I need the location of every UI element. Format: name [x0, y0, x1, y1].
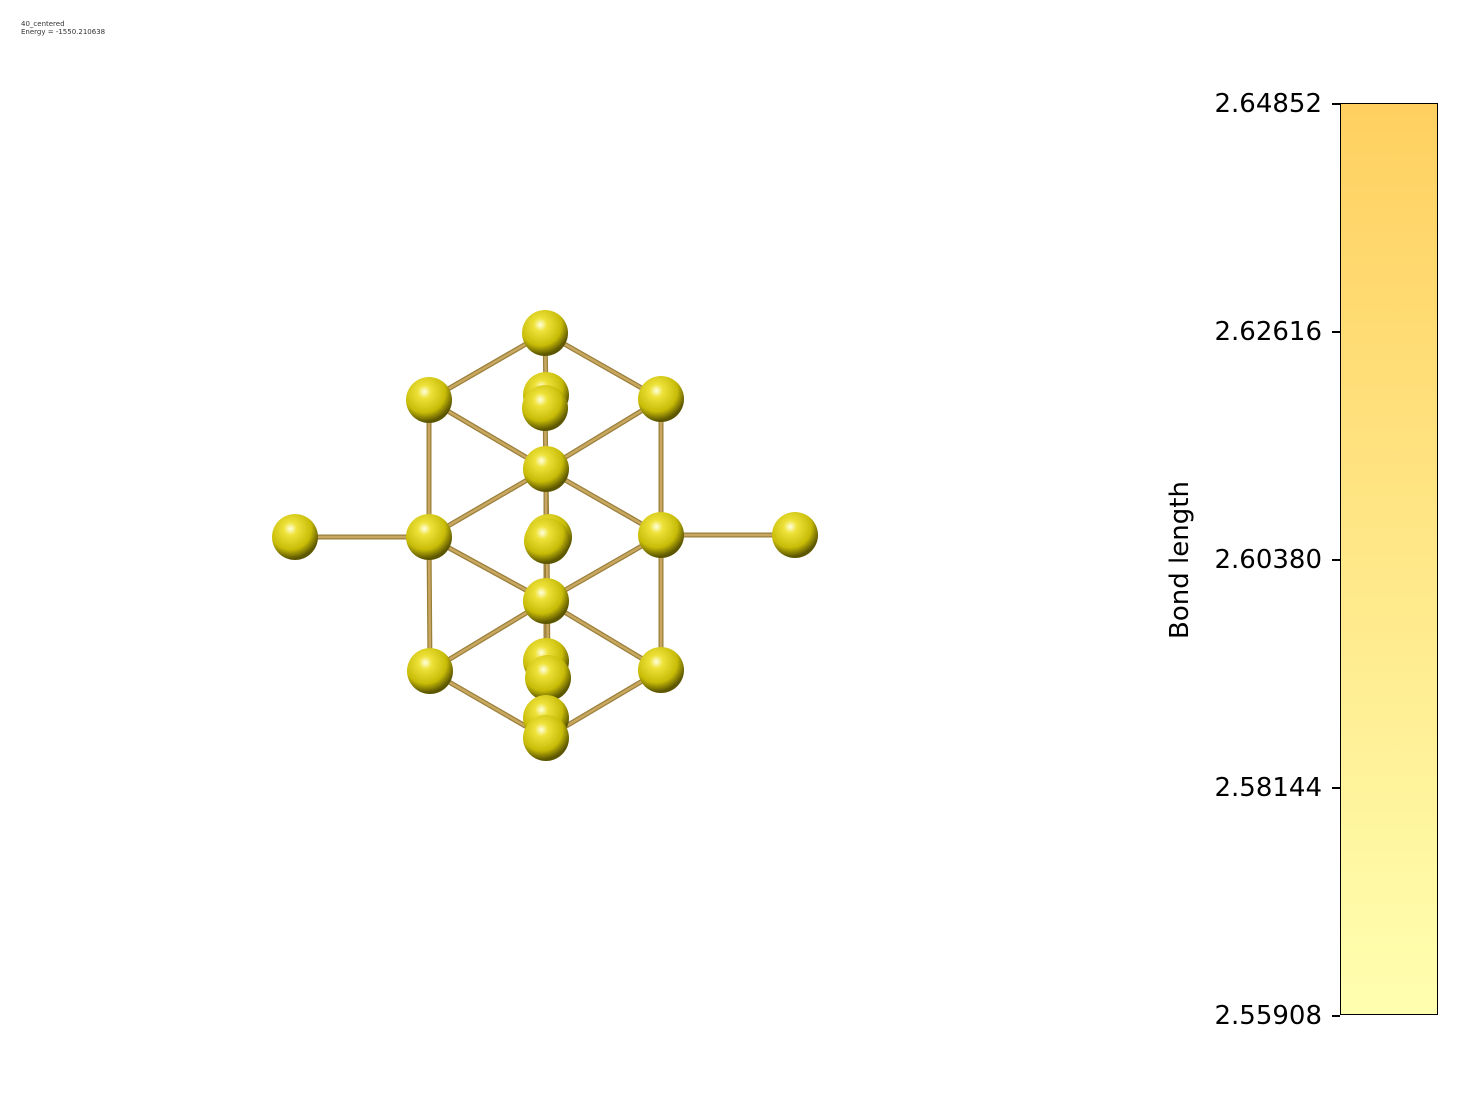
energy-label: Energy = -1550.210638	[21, 28, 106, 36]
colorbar	[1340, 103, 1438, 1015]
colorbar-tick-label: 2.55908	[1214, 1001, 1322, 1031]
colorbar-tick-label: 2.60380	[1214, 545, 1322, 575]
atom	[523, 578, 569, 624]
colorbar-tick	[1332, 1015, 1340, 1017]
atom	[406, 514, 452, 560]
atom	[407, 648, 453, 694]
atom	[406, 377, 452, 423]
colorbar-tick	[1332, 787, 1340, 789]
atom	[523, 446, 569, 492]
colorbar-tick-label: 2.58144	[1214, 773, 1322, 803]
colorbar-tick	[1332, 103, 1340, 105]
colorbar-tick	[1332, 331, 1340, 333]
colorbar-label: Bond length	[1165, 481, 1195, 639]
atom	[638, 647, 684, 693]
atoms	[272, 310, 818, 761]
atom	[638, 376, 684, 422]
colorbar-tick-label: 2.62616	[1214, 317, 1322, 347]
structure-name: 40_centered	[21, 20, 65, 28]
atom	[272, 514, 318, 560]
atom	[522, 310, 568, 356]
caption: 40_centered Energy = -1550.210638	[21, 20, 105, 36]
atom	[524, 518, 570, 564]
colorbar-tick-label: 2.64852	[1214, 89, 1322, 119]
atom	[525, 655, 571, 701]
atom	[523, 715, 569, 761]
atom	[522, 385, 568, 431]
atom	[772, 512, 818, 558]
colorbar-tick	[1332, 559, 1340, 561]
atom	[638, 512, 684, 558]
